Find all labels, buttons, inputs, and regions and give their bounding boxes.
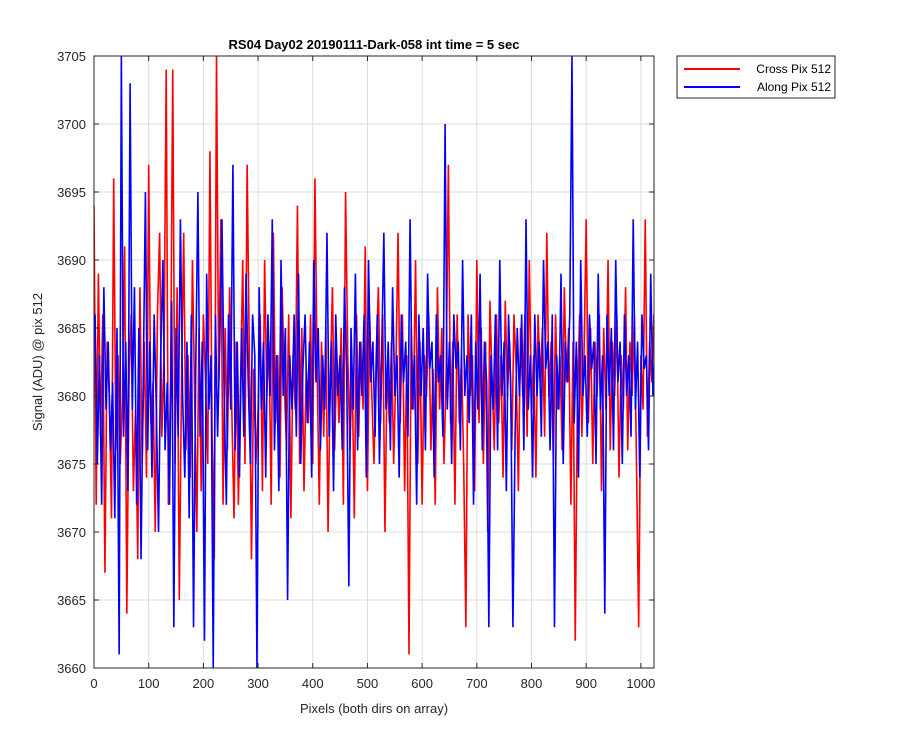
series-group xyxy=(94,56,654,668)
y-tick-label: 3695 xyxy=(57,185,86,200)
x-axis-label: Pixels (both dirs on array) xyxy=(300,701,448,716)
x-tick-label: 600 xyxy=(411,676,433,691)
x-tick-label: 700 xyxy=(466,676,488,691)
x-tick-label: 0 xyxy=(90,676,97,691)
legend-label-along-pix: Along Pix 512 xyxy=(757,80,831,94)
y-tick-label: 3685 xyxy=(57,321,86,336)
legend-box xyxy=(676,55,836,99)
x-tick-label: 900 xyxy=(575,676,597,691)
x-tick-label: 400 xyxy=(302,676,324,691)
x-tick-label: 100 xyxy=(138,676,160,691)
x-tick-label: 200 xyxy=(193,676,215,691)
x-tick-label: 300 xyxy=(247,676,269,691)
y-tick-label: 3660 xyxy=(57,661,86,676)
legend-label-cross-pix: Cross Pix 512 xyxy=(756,62,831,76)
y-tick-label: 3700 xyxy=(57,117,86,132)
y-tick-label: 3705 xyxy=(57,49,86,64)
y-axis-label: Signal (ADU) @ pix 512 xyxy=(30,293,45,431)
y-tick-label: 3690 xyxy=(57,253,86,268)
x-tick-label: 1000 xyxy=(626,676,655,691)
axis-ticks: 0 100 200 300 400 500 600 700 800 900 1000 3660 3665… xyxy=(57,49,655,691)
y-tick-label: 3680 xyxy=(57,389,86,404)
chart-title: RS04 Day02 20190111-Dark-058 int time = … xyxy=(229,37,520,52)
y-tick-label: 3675 xyxy=(57,457,86,472)
plot-frame xyxy=(93,55,655,669)
x-tick-label: 500 xyxy=(357,676,379,691)
legend[interactable]: Cross Pix 512 Along Pix 512 xyxy=(676,55,836,99)
x-tick-label: 800 xyxy=(521,676,543,691)
series-line-along-pix-512 xyxy=(94,56,654,668)
y-tick-label: 3665 xyxy=(57,593,86,608)
y-tick-label: 3670 xyxy=(57,525,86,540)
